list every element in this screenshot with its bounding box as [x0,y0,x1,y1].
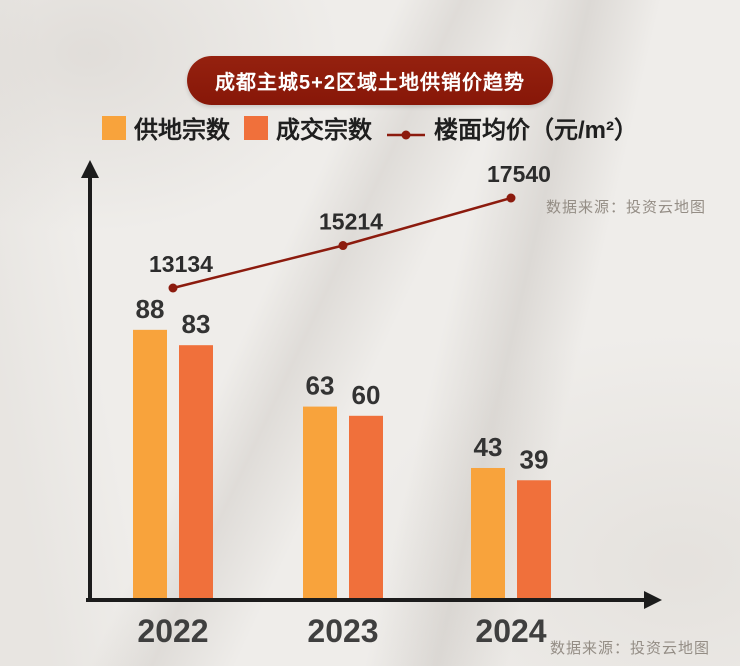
legend-label-deal: 成交宗数 [276,117,372,144]
y-axis-arrow-icon [81,160,99,178]
bar-value-label: 83 [182,309,211,339]
bar-value-label: 63 [306,371,335,401]
legend-item-price: 楼面均价（元/m²） [386,110,638,145]
bar-series1-2024 [471,467,505,600]
bar-value-label: 39 [520,444,549,474]
bar-series2-2023 [349,415,383,600]
x-axis-label-2024: 2024 [475,613,546,649]
price-value-label: 13134 [149,251,213,277]
deal-swatch-icon [244,115,268,140]
legend-label-supply: 供地宗数 [134,117,230,144]
bar-series2-2022 [179,345,213,600]
price-point-2022 [168,283,178,293]
data-source-bottom: 数据来源：投资云地图 [549,640,710,657]
legend-item-supply: 供地宗数 [102,110,230,145]
chart-legend: 供地宗数 成交宗数 楼面均价（元/m²） [0,110,740,145]
price-value-label: 17540 [487,161,551,187]
price-point-2024 [506,193,516,203]
x-axis-label-2022: 2022 [137,613,208,649]
bar-series2-2024 [517,480,551,600]
legend-label-price: 楼面均价（元/m²） [434,117,638,144]
bar-series1-2022 [133,329,167,600]
price-value-label: 15214 [319,209,383,235]
price-point-2023 [338,241,348,251]
price-line-icon [386,121,426,139]
bar-value-label: 60 [352,380,381,410]
bar-value-label: 43 [474,432,503,462]
bar-series1-2023 [303,406,337,600]
chart-title-badge: 成都主城5+2区域土地供销价趋势 [187,56,553,105]
x-axis-label-2023: 2023 [307,613,378,649]
bar-value-label: 88 [136,294,165,324]
supply-swatch-icon [102,115,126,140]
data-source-top: 数据来源：投资云地图 [545,199,706,216]
x-axis-arrow-icon [644,591,662,609]
legend-item-deal: 成交宗数 [244,110,372,145]
